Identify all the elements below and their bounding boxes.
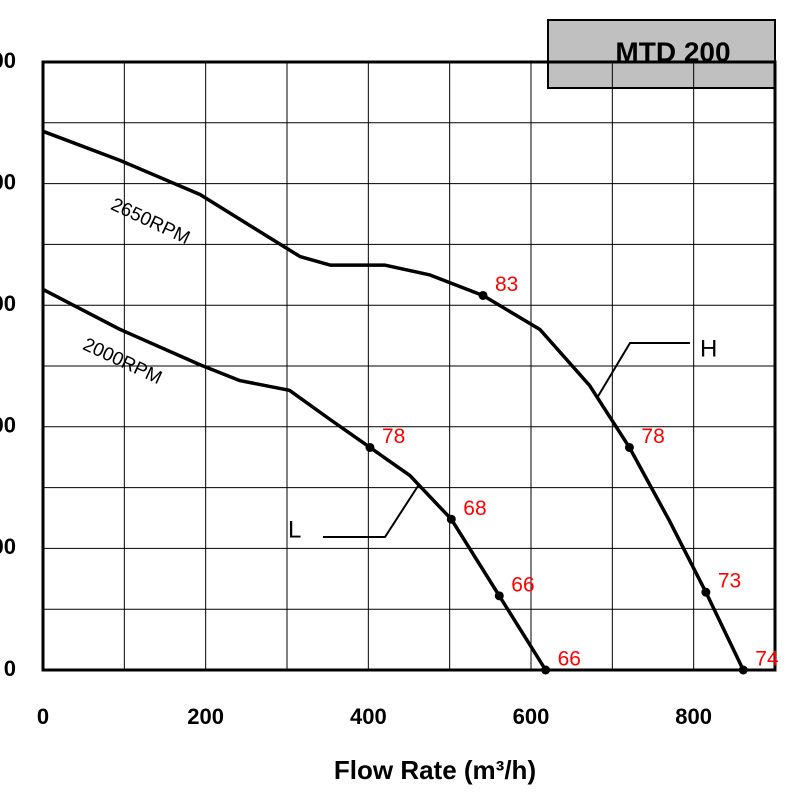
- duty-point: [446, 514, 456, 524]
- point-label: 66: [511, 573, 534, 596]
- duty-point: [494, 591, 504, 601]
- y-tick-label: 0: [4, 656, 16, 681]
- leader-line: [596, 342, 690, 399]
- duty-point: [701, 587, 711, 597]
- duty-point: [541, 665, 551, 675]
- y-tick-label: 100: [0, 534, 16, 559]
- curve: [42, 287, 548, 671]
- y-tick-label: 400: [0, 169, 16, 194]
- duty-point: [624, 442, 634, 452]
- point-label: 78: [641, 425, 664, 448]
- y-tick-label: 200: [0, 413, 16, 438]
- curve-label: 2650RPM: [107, 194, 192, 249]
- point-label: 66: [558, 648, 581, 671]
- x-tick-label: 600: [513, 704, 550, 729]
- duty-point: [738, 665, 748, 675]
- point-label: 78: [382, 425, 405, 448]
- x-tick-label: 800: [675, 704, 712, 729]
- curve: [42, 129, 745, 671]
- point-label: 73: [718, 570, 741, 593]
- point-label: 83: [495, 273, 518, 296]
- y-tick-label: 500: [0, 48, 16, 73]
- x-tick-label: 400: [350, 704, 387, 729]
- plot-frame: [41, 60, 777, 672]
- curve-tag: H: [700, 335, 717, 362]
- duty-point: [365, 442, 375, 452]
- duty-point: [478, 290, 488, 300]
- x-tick-label: 200: [187, 704, 224, 729]
- point-label: 68: [463, 497, 486, 520]
- y-tick-label: 300: [0, 291, 16, 316]
- point-label: 74: [755, 648, 779, 671]
- leader-line: [323, 485, 419, 538]
- x-axis-label: Flow Rate (m³/h): [334, 755, 536, 785]
- title-box: [547, 19, 776, 89]
- curve-tag: L: [288, 516, 301, 543]
- x-tick-label: 0: [37, 704, 49, 729]
